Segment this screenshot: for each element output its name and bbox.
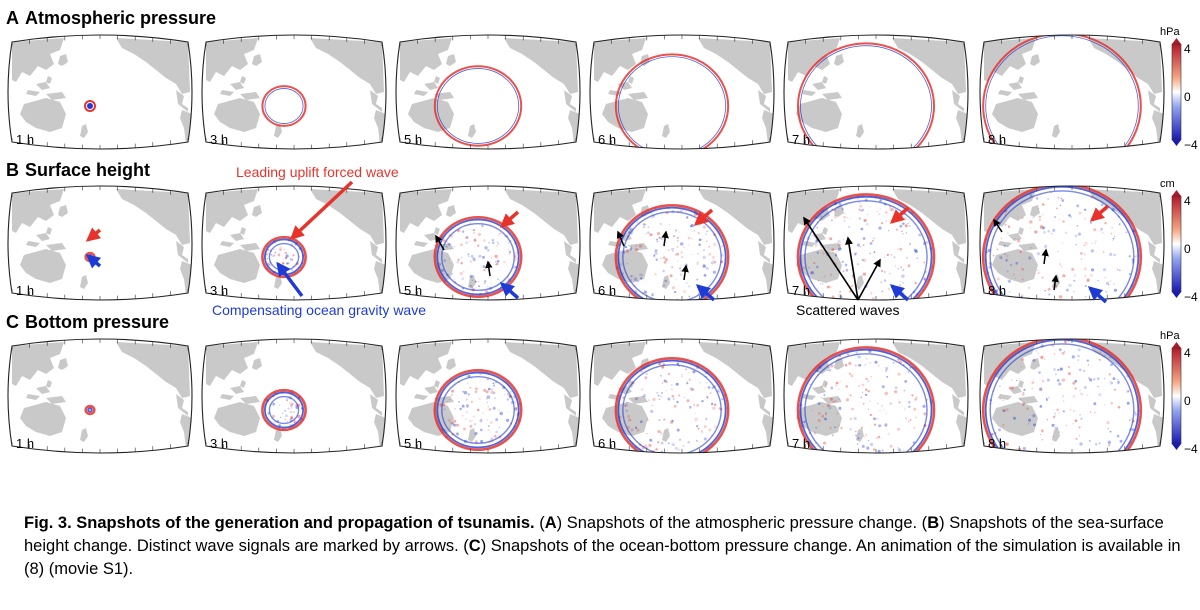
scatter-line-2 [848,238,858,300]
annotation-arrows [0,0,1200,500]
blue-arrow-5h [502,284,518,298]
scatter-arrow-6h-b [664,232,666,246]
scatter-arrow-8h-b [1044,250,1046,264]
caption-bold-title: Snapshots of the generation and propagat… [76,514,534,532]
red-arrow-8h [1092,206,1108,220]
figure-caption: Fig. 3. Snapshots of the generation and … [24,512,1184,581]
blue-arrow-7h [892,286,908,300]
scatter-line-1 [804,218,858,300]
caption-a-letter: A [545,514,557,532]
caption-b-letter: B [927,514,939,532]
leading-wave-arrow [292,182,352,238]
scatter-arrow-5h-a [436,236,444,250]
blue-arrow-8h [1090,288,1106,302]
red-arrow-6h [696,210,712,224]
scatter-arrow-6h-c [684,266,686,280]
compensating-wave-arrow [278,264,302,296]
blue-arrow-1h [88,256,100,266]
scatter-line-3 [858,260,880,300]
scatter-arrow-8h-c [1054,276,1056,290]
red-arrow-1h [88,230,100,240]
caption-fig-number: Fig. 3. [24,514,72,532]
caption-a-text: ) Snapshots of the atmospheric pressure … [557,514,928,532]
red-arrow-7h [892,208,908,222]
blue-arrow-6h [698,286,714,300]
scatter-arrow-5h-b [488,262,490,276]
red-arrow-5h [502,212,518,226]
scatter-arrow-6h-a [618,232,624,246]
scatter-arrow-8h-a [994,220,1002,232]
caption-c-letter: C [469,537,481,555]
